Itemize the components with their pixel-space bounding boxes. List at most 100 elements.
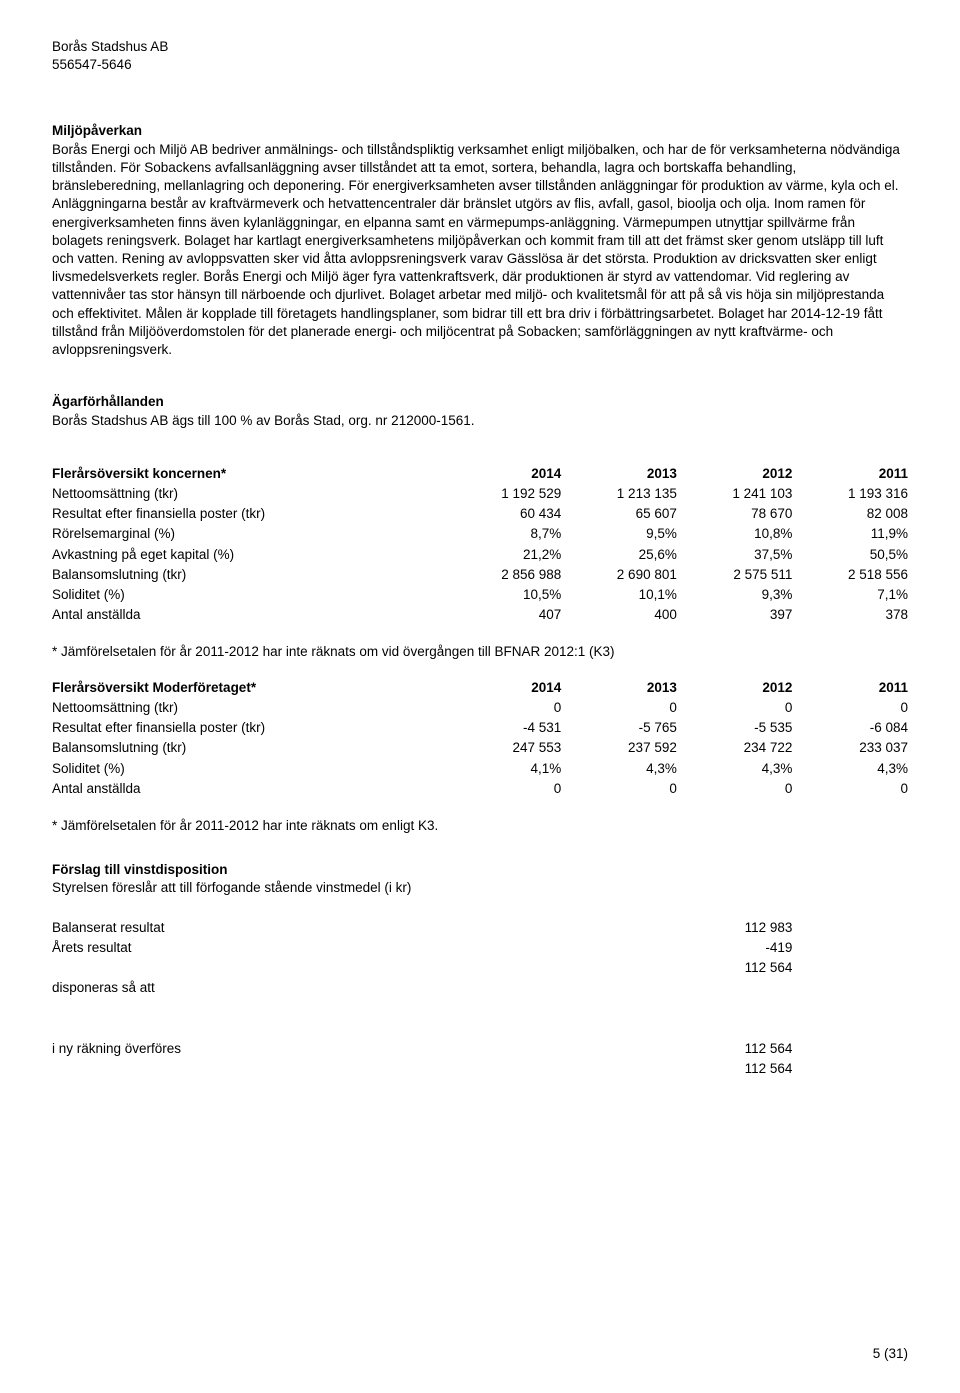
row-value: 10,1%	[561, 585, 677, 605]
disposition-mid: disponeras så att	[52, 978, 908, 998]
row-value: 4,3%	[792, 759, 908, 779]
table-row: Soliditet (%)10,5%10,1%9,3%7,1%	[52, 585, 908, 605]
row-label: Soliditet (%)	[52, 759, 446, 779]
org-number: 556547-5646	[52, 56, 908, 74]
row-value: 4,3%	[677, 759, 793, 779]
table-row: Soliditet (%)4,1%4,3%4,3%4,3%	[52, 759, 908, 779]
row-label: Nettoomsättning (tkr)	[52, 484, 446, 504]
row-value: 7,1%	[792, 585, 908, 605]
row-value: -6 084	[792, 718, 908, 738]
row-label	[52, 1059, 677, 1079]
table-row: Antal anställda407400397378	[52, 605, 908, 625]
table-row: Avkastning på eget kapital (%)21,2%25,6%…	[52, 545, 908, 565]
row-value: 1 193 316	[792, 484, 908, 504]
row-value: 4,3%	[561, 759, 677, 779]
document-header: Borås Stadshus AB 556547-5646	[52, 38, 908, 74]
table-year: 2014	[446, 464, 562, 484]
row-value: 82 008	[792, 504, 908, 524]
row-value: 10,8%	[677, 524, 793, 544]
row-value: -5 535	[677, 718, 793, 738]
row-label: Resultat efter finansiella poster (tkr)	[52, 504, 446, 524]
table-koncernen: Flerårsöversikt koncernen* 2014 2013 201…	[52, 464, 908, 626]
table-year: 2014	[446, 678, 562, 698]
row-value: 9,5%	[561, 524, 677, 544]
table-row: Balansomslutning (tkr)2 856 9882 690 801…	[52, 565, 908, 585]
row-value: 60 434	[446, 504, 562, 524]
table-year: 2011	[792, 678, 908, 698]
table-note: * Jämförelsetalen för år 2011-2012 har i…	[52, 817, 908, 835]
row-value: 50,5%	[792, 545, 908, 565]
row-value: 4,1%	[446, 759, 562, 779]
table-row: i ny räkning överföres112 564	[52, 1039, 908, 1059]
section-body: Borås Stadshus AB ägs till 100 % av Borå…	[52, 412, 908, 430]
row-label: Antal anställda	[52, 779, 446, 799]
company-name: Borås Stadshus AB	[52, 38, 908, 56]
table-row: Resultat efter finansiella poster (tkr)-…	[52, 718, 908, 738]
table-year: 2011	[792, 464, 908, 484]
section-title: Ägarförhållanden	[52, 393, 908, 411]
row-value: 1 192 529	[446, 484, 562, 504]
row-value: 407	[446, 605, 562, 625]
row-label: Balansomslutning (tkr)	[52, 738, 446, 758]
row-label	[52, 958, 677, 978]
row-value: 0	[677, 779, 793, 799]
table-row: Nettoomsättning (tkr)1 192 5291 213 1351…	[52, 484, 908, 504]
row-value: 21,2%	[446, 545, 562, 565]
row-value: 65 607	[561, 504, 677, 524]
row-label: Antal anställda	[52, 605, 446, 625]
row-value: 0	[792, 779, 908, 799]
section-body: Borås Energi och Miljö AB bedriver anmäl…	[52, 141, 908, 360]
row-value: 2 575 511	[677, 565, 793, 585]
row-value: 397	[677, 605, 793, 625]
row-value: 0	[446, 779, 562, 799]
row-value: 0	[677, 698, 793, 718]
row-value: 1 213 135	[561, 484, 677, 504]
row-value: -4 531	[446, 718, 562, 738]
row-value: 112 564	[677, 1059, 793, 1079]
table-year: 2012	[677, 464, 793, 484]
row-label: Årets resultat	[52, 938, 677, 958]
section-ownership: Ägarförhållanden Borås Stadshus AB ägs t…	[52, 393, 908, 429]
page-number: 5 (31)	[873, 1345, 908, 1363]
table-row: Årets resultat-419	[52, 938, 908, 958]
row-value: 2 856 988	[446, 565, 562, 585]
section-environment: Miljöpåverkan Borås Energi och Miljö AB …	[52, 122, 908, 359]
row-value: 237 592	[561, 738, 677, 758]
table-row: Balanserat resultat112 983	[52, 918, 908, 938]
table-year: 2012	[677, 678, 793, 698]
row-value: 25,6%	[561, 545, 677, 565]
row-label: Rörelsemarginal (%)	[52, 524, 446, 544]
table-moderforetaget: Flerårsöversikt Moderföretaget* 2014 201…	[52, 678, 908, 799]
row-value: 78 670	[677, 504, 793, 524]
table-row: Balansomslutning (tkr)247 553237 592234 …	[52, 738, 908, 758]
row-value: 0	[446, 698, 562, 718]
table-row: Nettoomsättning (tkr)0000	[52, 698, 908, 718]
row-value: 400	[561, 605, 677, 625]
table-year: 2013	[561, 678, 677, 698]
table-title: Flerårsöversikt koncernen*	[52, 464, 446, 484]
table-year: 2013	[561, 464, 677, 484]
row-value: 112 564	[677, 958, 793, 978]
section-disposition: Förslag till vinstdisposition Styrelsen …	[52, 861, 908, 897]
table-note: * Jämförelsetalen för år 2011-2012 har i…	[52, 643, 908, 661]
row-value: 8,7%	[446, 524, 562, 544]
row-label: Avkastning på eget kapital (%)	[52, 545, 446, 565]
row-value: 1 241 103	[677, 484, 793, 504]
table-title: Flerårsöversikt Moderföretaget*	[52, 678, 446, 698]
row-value: 11,9%	[792, 524, 908, 544]
row-value: 9,3%	[677, 585, 793, 605]
row-value: 10,5%	[446, 585, 562, 605]
row-value: 0	[561, 779, 677, 799]
table-row: 112 564	[52, 1059, 908, 1079]
row-value: -419	[677, 938, 793, 958]
section-title: Förslag till vinstdisposition	[52, 861, 908, 879]
row-value: 0	[561, 698, 677, 718]
row-value: 2 690 801	[561, 565, 677, 585]
row-label: Nettoomsättning (tkr)	[52, 698, 446, 718]
section-body: Styrelsen föreslår att till förfogande s…	[52, 879, 908, 897]
row-value: 233 037	[792, 738, 908, 758]
row-label: i ny räkning överföres	[52, 1039, 677, 1059]
row-value: 2 518 556	[792, 565, 908, 585]
row-label: Soliditet (%)	[52, 585, 446, 605]
row-value: 112 983	[677, 918, 793, 938]
